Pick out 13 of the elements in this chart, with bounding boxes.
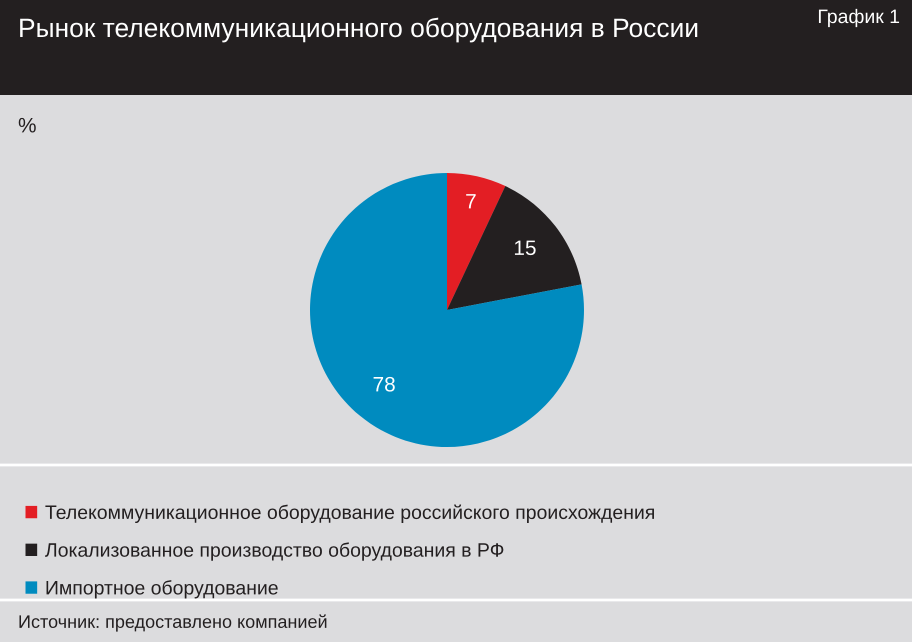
legend-label: Импортное оборудование [46, 580, 278, 598]
chart-title: Рынок телекоммуникационного оборудования в России [20, 18, 698, 42]
legend-label: Локализованное производство оборудования в РФ [45, 542, 504, 561]
data-label: 78 [374, 376, 395, 392]
legend-label: Телекоммуникационное оборудование российского происхождения [45, 504, 654, 523]
pie-slice [447, 186, 582, 310]
pie-slice [310, 173, 584, 447]
text: Источник: предоставлено компанией [19, 614, 326, 632]
data-label: 7 [466, 194, 476, 208]
data-label: 15 [514, 240, 536, 256]
chart-subtitle: % [18, 118, 36, 133]
pie-slice [447, 173, 506, 310]
text: График 1 [818, 8, 900, 28]
